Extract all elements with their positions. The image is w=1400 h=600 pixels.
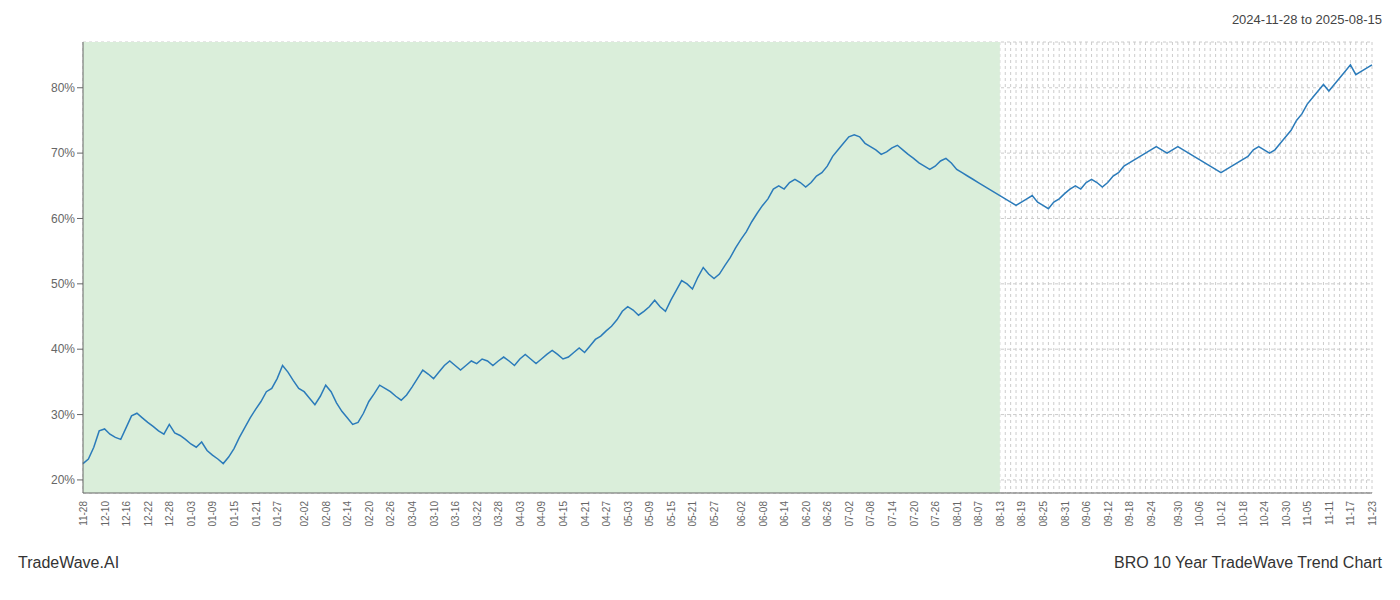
svg-text:10-30: 10-30	[1281, 501, 1292, 527]
svg-text:12-28: 12-28	[164, 501, 175, 527]
svg-text:11-11: 11-11	[1324, 501, 1335, 526]
svg-text:10-12: 10-12	[1216, 501, 1227, 527]
svg-text:04-09: 04-09	[536, 501, 547, 527]
svg-text:01-03: 01-03	[186, 501, 197, 527]
svg-text:07-08: 07-08	[865, 501, 876, 527]
svg-text:02-26: 02-26	[385, 501, 396, 527]
html-text:BRO 10 Year TradeWave Trend Ch: BRO 10 Year TradeWave Trend Chart	[1114, 554, 1382, 571]
svg-text:03-22: 03-22	[472, 501, 483, 527]
svg-text:02-14: 02-14	[342, 501, 353, 527]
svg-text:11-05: 11-05	[1302, 501, 1313, 526]
svg-text:01-21: 01-21	[251, 501, 262, 527]
svg-text:06-20: 06-20	[801, 501, 812, 527]
svg-text:11-28: 11-28	[78, 501, 89, 526]
svg-text:06-26: 06-26	[822, 501, 833, 527]
svg-text:06-14: 06-14	[779, 501, 790, 527]
svg-text:04-21: 04-21	[580, 501, 591, 527]
svg-text:02-02: 02-02	[299, 501, 310, 527]
svg-text:06-08: 06-08	[758, 501, 769, 527]
svg-text:12-10: 12-10	[100, 501, 111, 527]
svg-text:03-10: 03-10	[429, 501, 440, 527]
svg-text:01-15: 01-15	[229, 501, 240, 527]
svg-text:40%: 40%	[51, 342, 75, 356]
svg-text:05-03: 05-03	[623, 501, 634, 527]
svg-text:07-26: 07-26	[930, 501, 941, 527]
svg-text:10-24: 10-24	[1259, 501, 1270, 527]
svg-text:07-02: 07-02	[844, 501, 855, 527]
svg-text:04-15: 04-15	[558, 501, 569, 527]
svg-text:09-06: 09-06	[1081, 501, 1092, 527]
svg-text:08-19: 08-19	[1016, 501, 1027, 527]
svg-text:01-09: 01-09	[207, 501, 218, 527]
svg-text:09-12: 09-12	[1103, 501, 1114, 527]
svg-text:09-18: 09-18	[1124, 501, 1135, 527]
svg-text:08-01: 08-01	[952, 501, 963, 527]
svg-text:02-08: 02-08	[321, 501, 332, 527]
svg-text:05-21: 05-21	[687, 501, 698, 527]
svg-text:11-23: 11-23	[1367, 501, 1378, 526]
svg-text:06-02: 06-02	[736, 501, 747, 527]
svg-text:10-06: 10-06	[1194, 501, 1205, 527]
svg-text:12-16: 12-16	[121, 501, 132, 527]
svg-text:10-18: 10-18	[1238, 501, 1249, 527]
svg-text:03-04: 03-04	[407, 501, 418, 527]
svg-text:03-28: 03-28	[493, 501, 504, 527]
svg-text:60%: 60%	[51, 212, 75, 226]
svg-text:11-17: 11-17	[1345, 501, 1356, 526]
svg-text:01-27: 01-27	[272, 501, 283, 527]
svg-text:08-31: 08-31	[1060, 501, 1071, 527]
html-text:TradeWave.AI: TradeWave.AI	[18, 554, 120, 571]
svg-text:08-07: 08-07	[973, 501, 984, 527]
svg-text:02-20: 02-20	[364, 501, 375, 527]
svg-text:07-14: 07-14	[887, 501, 898, 527]
svg-text:09-30: 09-30	[1173, 501, 1184, 527]
svg-text:07-20: 07-20	[909, 501, 920, 527]
svg-text:08-13: 08-13	[995, 501, 1006, 527]
svg-text:80%: 80%	[51, 81, 75, 95]
svg-text:20%: 20%	[51, 473, 75, 487]
svg-text:05-15: 05-15	[666, 501, 677, 527]
svg-text:05-09: 05-09	[644, 501, 655, 527]
svg-text:03-16: 03-16	[450, 501, 461, 527]
svg-text:09-24: 09-24	[1146, 501, 1157, 527]
svg-text:12-22: 12-22	[143, 501, 154, 527]
svg-text:30%: 30%	[51, 408, 75, 422]
svg-text:04-03: 04-03	[515, 501, 526, 527]
svg-text:05-27: 05-27	[709, 501, 720, 527]
svg-text:50%: 50%	[51, 277, 75, 291]
svg-text:70%: 70%	[51, 146, 75, 160]
svg-text:08-25: 08-25	[1038, 501, 1049, 527]
svg-text:04-27: 04-27	[601, 501, 612, 527]
html-text:2024-11-28 to 2025-08-15: 2024-11-28 to 2025-08-15	[1231, 12, 1382, 27]
